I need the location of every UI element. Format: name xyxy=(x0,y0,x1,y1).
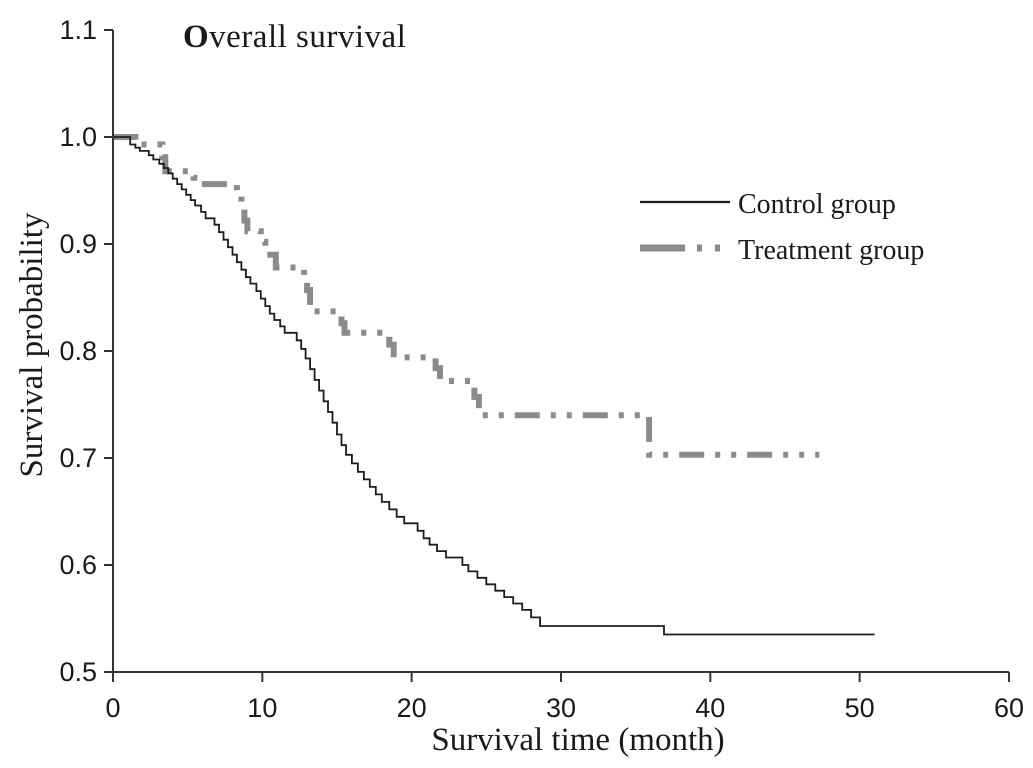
series-layer xyxy=(113,134,875,636)
legend-label-treatment: Treatment group xyxy=(738,235,924,266)
y-tick-label: 0.5 xyxy=(59,657,97,687)
series-line-control-group xyxy=(113,136,875,636)
x-tick-label: 60 xyxy=(994,693,1024,723)
y-tick-label: 1.1 xyxy=(59,15,97,45)
x-tick-label: 0 xyxy=(105,693,120,723)
legend-label-control: Control group xyxy=(738,189,896,220)
x-tick-label: 10 xyxy=(247,693,277,723)
series-line-treatment-group xyxy=(113,134,820,458)
y-tick-label: 0.9 xyxy=(59,229,97,259)
x-tick-label: 20 xyxy=(397,693,427,723)
y-tick-label: 0.8 xyxy=(59,336,97,366)
x-tick-label: 30 xyxy=(546,693,576,723)
x-tick-label: 40 xyxy=(695,693,725,723)
chart-title: Overall survival xyxy=(183,19,406,55)
chart-title-rest: verall survival xyxy=(209,19,406,55)
x-tick-label: 50 xyxy=(845,693,875,723)
y-tick-label: 0.6 xyxy=(59,550,97,580)
x-axis-title: Survival time (month) xyxy=(431,722,724,758)
y-axis-title: Survival probability xyxy=(14,212,50,477)
axes-layer: 1.1 1.0 0.9 0.8 0.7 0.6 0.5 0 10 20 30 40 50 60 xyxy=(59,15,1024,723)
y-tick-label: 0.7 xyxy=(59,443,97,473)
chart-title-lead: O xyxy=(183,19,209,55)
y-tick-label: 1.0 xyxy=(59,122,97,152)
legend: Control group Treatment group xyxy=(640,189,924,266)
